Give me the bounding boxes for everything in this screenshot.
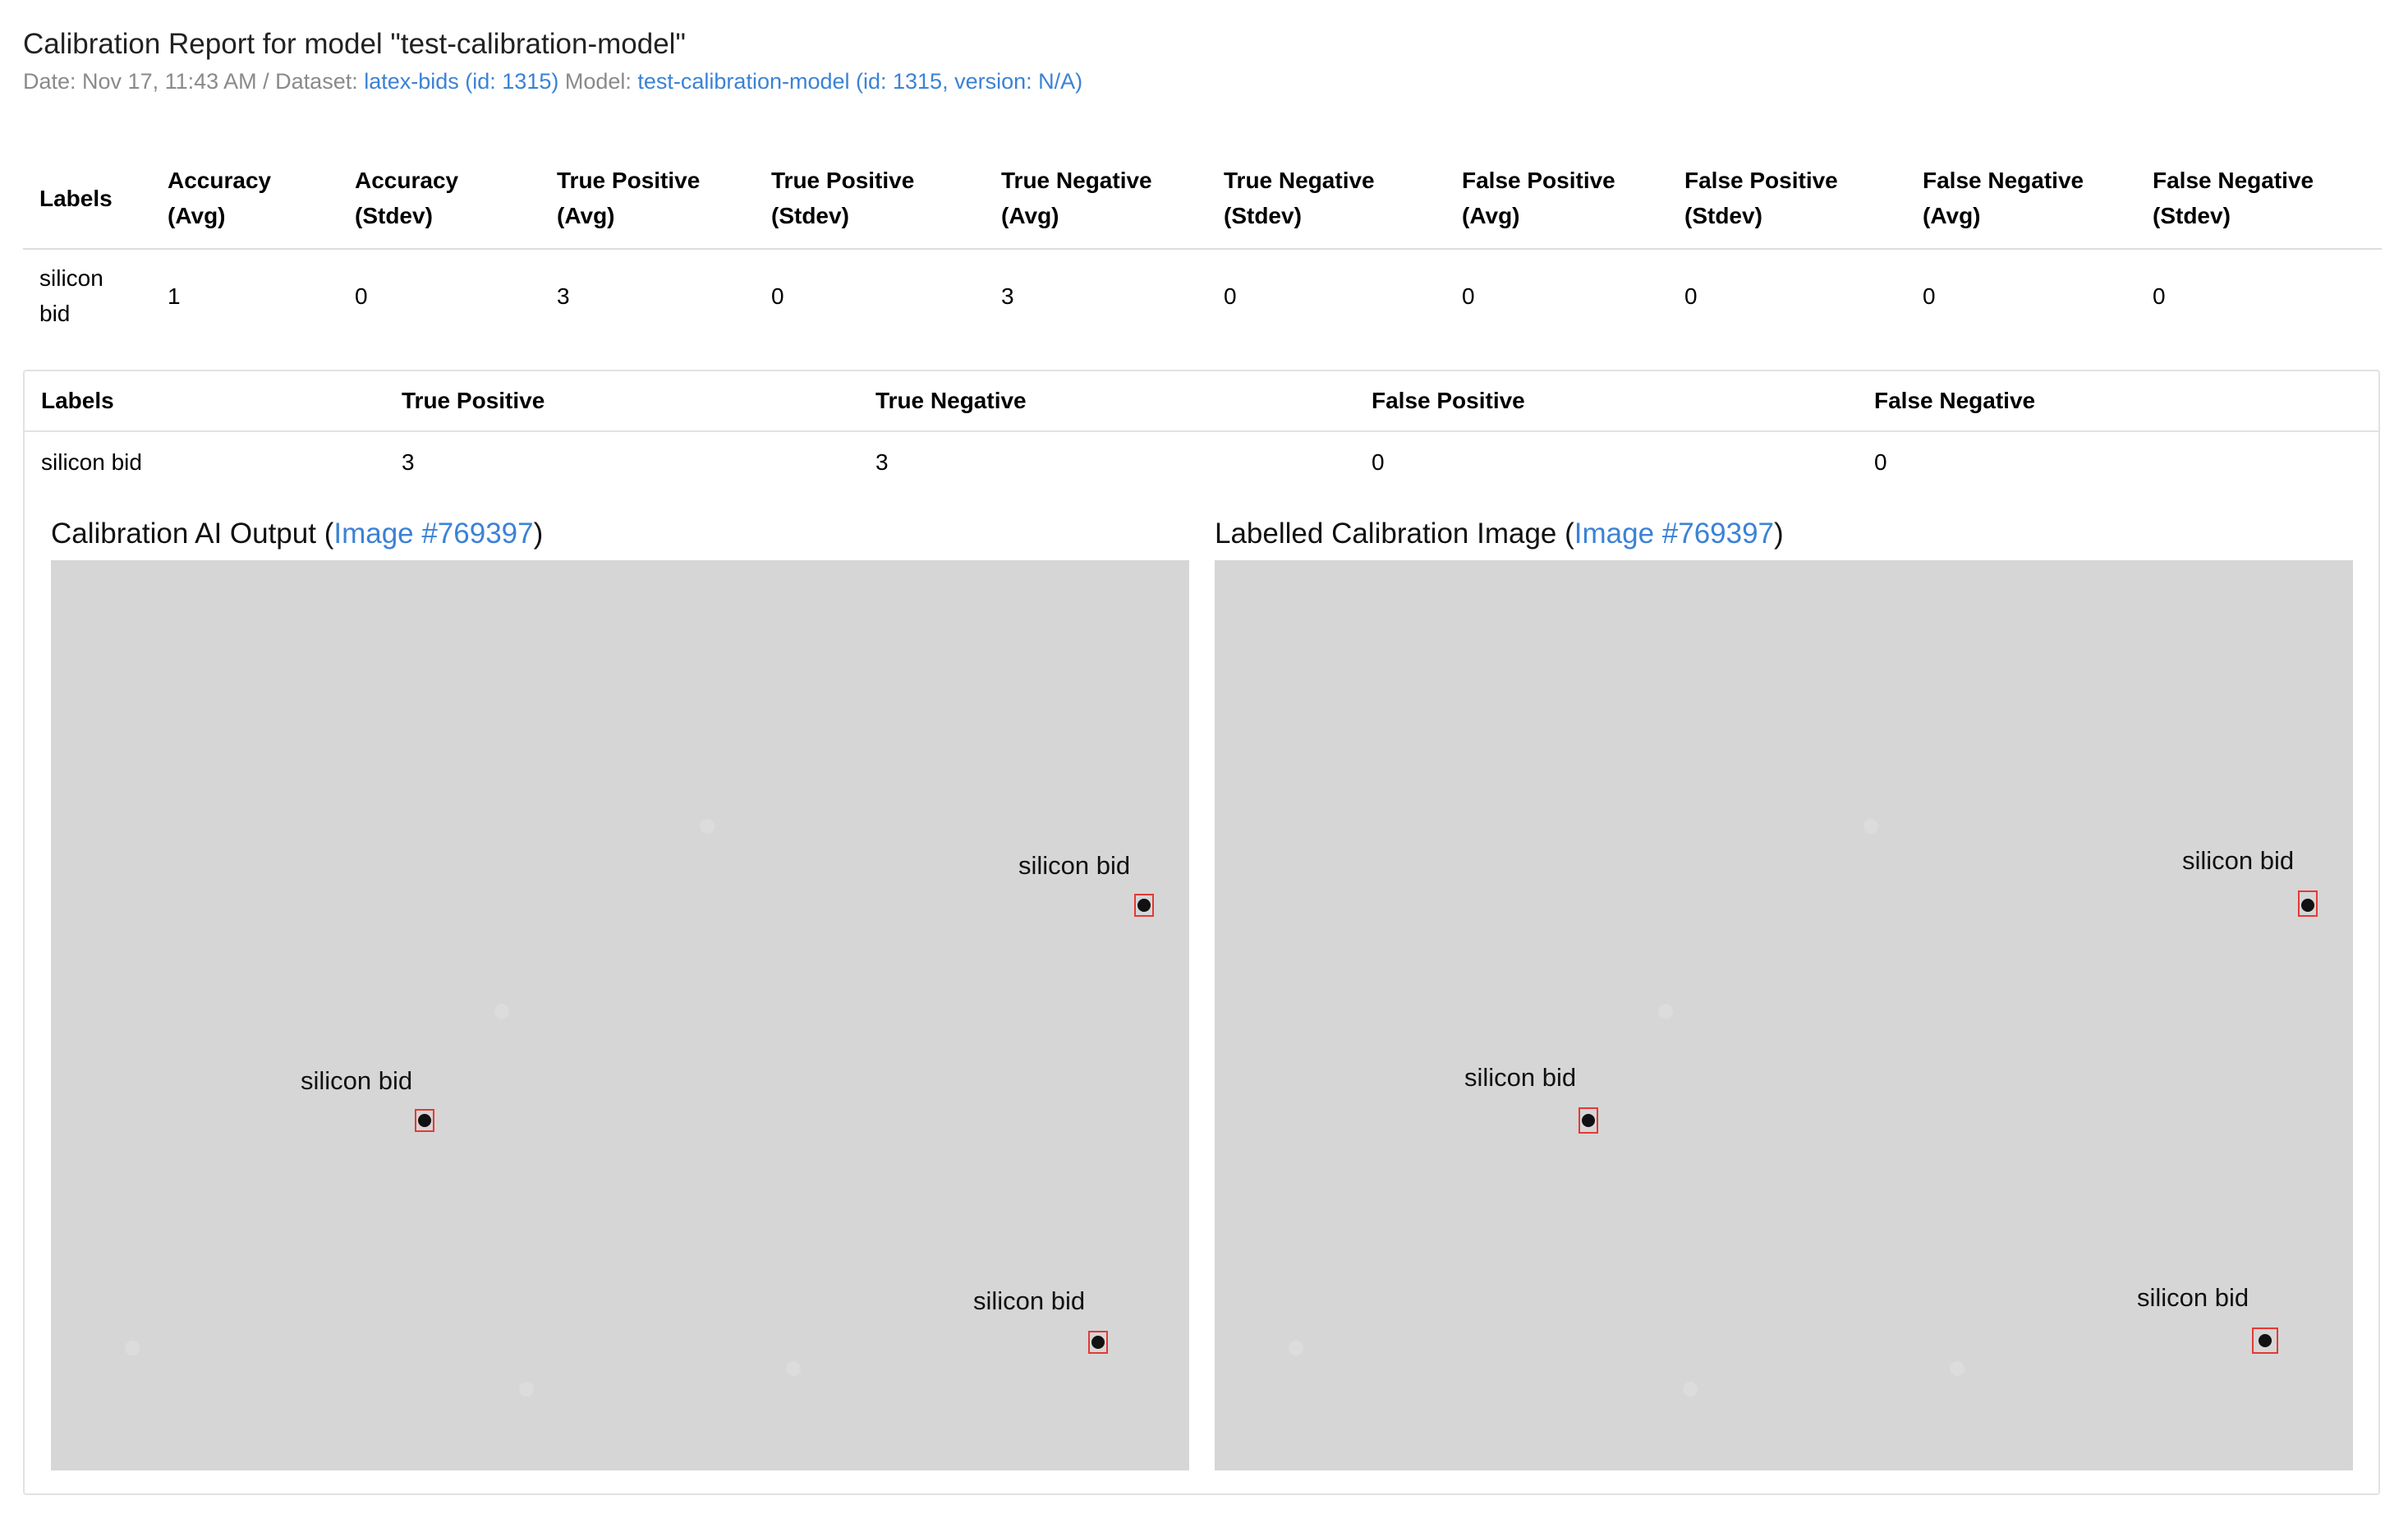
summary-cell: 0 — [1462, 283, 1475, 309]
summary-cell-label: silicon bid — [39, 265, 103, 326]
confusion-header-labels: Labels — [25, 371, 385, 432]
image-speck — [1658, 1004, 1673, 1019]
image-speck — [1863, 819, 1878, 834]
summary-cell: 3 — [557, 283, 570, 309]
labelled-image-link[interactable]: Image #769397 — [1574, 518, 1775, 550]
summary-header-labels: Labels — [23, 148, 151, 250]
summary-cell: 0 — [355, 283, 368, 309]
confusion-cell-label: silicon bid — [41, 449, 142, 475]
image-speck — [519, 1382, 534, 1396]
report-meta: Date: Nov 17, 11:43 AM / Dataset: latex-… — [23, 69, 1082, 94]
silicon-bid-marker — [1137, 899, 1151, 912]
image-speck — [700, 819, 715, 834]
detection-box — [1579, 1107, 1598, 1134]
summary-header-row: Labels Accuracy (Avg) Accuracy (Stdev) Tru… — [23, 148, 2382, 250]
detection-label: silicon bid — [2182, 846, 2295, 875]
summary-header-tn-avg: True Negative (Avg) — [985, 148, 1207, 250]
detection-label: silicon bid — [301, 1066, 413, 1095]
silicon-bid-marker — [1582, 1114, 1595, 1127]
detection-box — [1134, 894, 1154, 917]
summary-stats-table: Labels Accuracy (Avg) Accuracy (Stdev) Tru… — [23, 148, 2382, 342]
table-row: silicon bid 1 0 3 0 3 0 0 0 0 0 — [23, 249, 2382, 342]
detection-label: silicon bid — [1018, 851, 1131, 880]
table-row: silicon bid 3 3 0 0 — [25, 431, 2378, 493]
confusion-cell: 0 — [1874, 449, 1887, 475]
summary-header-tp-stdev: True Positive (Stdev) — [755, 148, 985, 250]
summary-cell: 0 — [1684, 283, 1698, 309]
detection-box — [2298, 890, 2318, 917]
image-speck — [1289, 1341, 1303, 1355]
summary-cell: 1 — [168, 283, 181, 309]
ai-output-image-link[interactable]: Image #769397 — [333, 518, 534, 550]
ai-output-title: Calibration AI Output (Image #769397) — [51, 518, 544, 550]
image-speck — [1950, 1361, 1965, 1376]
summary-cell: 0 — [2153, 283, 2166, 309]
confusion-cell: 3 — [402, 449, 415, 475]
image-speck — [494, 1004, 509, 1019]
detection-label: silicon bid — [973, 1286, 1086, 1315]
image-speck — [125, 1341, 140, 1355]
detection-box — [415, 1109, 434, 1132]
summary-cell: 0 — [771, 283, 784, 309]
image-speck — [786, 1361, 801, 1376]
confusion-header-row: Labels True Positive True Negative False… — [25, 371, 2378, 432]
silicon-bid-marker — [2259, 1334, 2272, 1347]
detection-label: silicon bid — [2137, 1283, 2249, 1312]
confusion-cell: 3 — [875, 449, 889, 475]
model-label: Model: — [558, 69, 638, 94]
silicon-bid-marker — [2301, 899, 2314, 912]
labelled-image-title: Labelled Calibration Image (Image #76939… — [1215, 518, 1784, 550]
calibration-panel: Labels True Positive True Negative False… — [23, 370, 2380, 1495]
silicon-bid-marker — [418, 1114, 431, 1127]
summary-cell: 0 — [1923, 283, 1936, 309]
summary-header-fp-stdev: False Positive (Stdev) — [1668, 148, 1906, 250]
detection-label: silicon bid — [1464, 1063, 1577, 1092]
date-label: Date: Nov 17, 11:43 AM / Dataset: — [23, 69, 365, 94]
dataset-link[interactable]: latex-bids (id: 1315) — [364, 69, 559, 94]
image-speck — [1683, 1382, 1698, 1396]
summary-header-tn-stdev: True Negative (Stdev) — [1207, 148, 1445, 250]
model-link[interactable]: test-calibration-model (id: 1315, versio… — [637, 69, 1083, 94]
summary-header-fp-avg: False Positive (Avg) — [1445, 148, 1668, 250]
summary-header-fn-avg: False Negative (Avg) — [1906, 148, 2136, 250]
page-title: Calibration Report for model "test-calib… — [23, 28, 686, 60]
summary-cell: 3 — [1001, 283, 1014, 309]
summary-header-accuracy-avg: Accuracy (Avg) — [151, 148, 338, 250]
silicon-bid-marker — [1091, 1336, 1105, 1349]
confusion-table: Labels True Positive True Negative False… — [25, 371, 2378, 493]
summary-header-fn-stdev: False Negative (Stdev) — [2136, 148, 2382, 250]
confusion-header-fp: False Positive — [1355, 371, 1858, 432]
ai-output-image: silicon bid silicon bid silicon bid — [51, 560, 1189, 1470]
summary-header-tp-avg: True Positive (Avg) — [540, 148, 755, 250]
confusion-header-tp: True Positive — [385, 371, 859, 432]
confusion-header-fn: False Negative — [1858, 371, 2378, 432]
detection-box — [1088, 1331, 1108, 1354]
summary-cell: 0 — [1224, 283, 1237, 309]
confusion-cell: 0 — [1372, 449, 1385, 475]
summary-header-accuracy-stdev: Accuracy (Stdev) — [338, 148, 540, 250]
labelled-calibration-image: silicon bid silicon bid silicon bid — [1215, 560, 2353, 1470]
confusion-header-tn: True Negative — [859, 371, 1355, 432]
detection-box — [2252, 1327, 2278, 1354]
